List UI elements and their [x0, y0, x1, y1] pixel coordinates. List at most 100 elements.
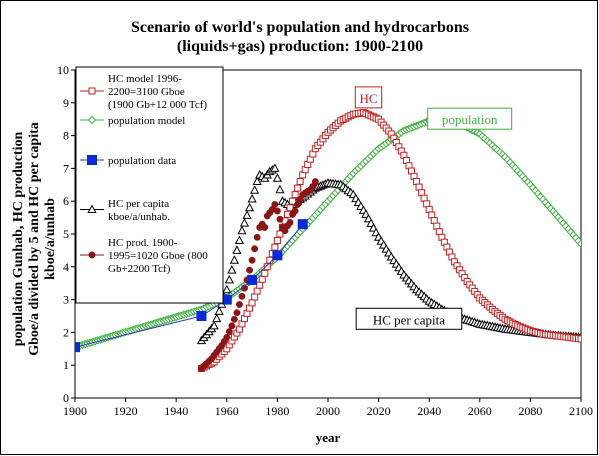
legend-item-2: population data	[80, 155, 176, 167]
data-point	[232, 245, 242, 254]
data-point	[246, 266, 254, 274]
legend-label: HC model 1996-	[108, 73, 182, 85]
x-tick-label: 1900	[63, 404, 87, 418]
series-3	[196, 163, 581, 345]
legend-box	[75, 66, 224, 304]
series-2	[75, 219, 308, 353]
data-point	[247, 274, 258, 285]
x-tick-label: 1920	[114, 404, 138, 418]
y-tick-label: 2	[63, 325, 69, 339]
y-axis-title: population Gunhab, HC production Gboe/a …	[11, 122, 58, 356]
data-point	[276, 230, 284, 238]
y-tick-label: 0	[63, 391, 69, 405]
legend-swatch-marker	[87, 115, 97, 125]
annotation-box	[427, 107, 513, 130]
legend-swatch-marker	[88, 251, 96, 259]
data-point	[248, 299, 256, 307]
data-point	[227, 265, 237, 274]
y-tick-label: 1	[63, 358, 69, 372]
annotation-label: population	[442, 112, 498, 127]
chart-title-line-2: (liquids+gas) production: 1900-2100	[177, 38, 423, 55]
x-tick-label: 1980	[265, 404, 289, 418]
data-point	[230, 315, 238, 323]
chart-title-line-1: Scenario of world's population and hydro…	[131, 19, 469, 36]
y-tick-label: 4	[63, 260, 69, 274]
y-tick-label: 9	[63, 96, 69, 110]
data-point	[244, 202, 255, 212]
data-point	[271, 243, 279, 251]
x-tick-label: 1960	[215, 404, 239, 418]
data-point	[222, 284, 232, 294]
data-point	[275, 184, 285, 194]
y-tick-label: 7	[63, 161, 69, 175]
data-point	[272, 173, 283, 182]
data-point	[286, 219, 294, 226]
annotation-label: HC per capita	[373, 312, 445, 327]
legend-swatch-marker	[87, 204, 97, 213]
data-point	[234, 235, 245, 245]
annotation-box	[354, 86, 383, 109]
data-point	[291, 207, 299, 215]
data-point	[311, 178, 319, 185]
data-point	[75, 342, 80, 353]
y-tick-label: 3	[63, 293, 69, 307]
legend-item-1: population model	[80, 115, 185, 127]
annotation-box	[355, 307, 463, 330]
data-point	[223, 333, 231, 341]
legend-label: 1995=1020 Gboe (800	[108, 250, 208, 262]
x-tick-label: 2080	[518, 404, 542, 418]
data-point	[212, 313, 222, 323]
data-point	[263, 263, 271, 271]
legend-label: (1900 Gb+12 000 Tcf)	[108, 99, 207, 111]
y-axis-title-line-2: Gboe/a divided by 5 and HC per capita	[27, 122, 42, 356]
axes: 0 1 2 3 4 5 6 7 8 9 10 1900 1920 1940 1960 1980 2000 2020…	[57, 63, 593, 418]
data-point	[272, 250, 283, 261]
x-tick-label: 2060	[468, 404, 492, 418]
data-point	[239, 218, 250, 227]
data-point	[258, 275, 266, 283]
data-point	[261, 269, 269, 277]
data-point	[256, 281, 264, 289]
legend-label: 2200=3100 Gboe	[108, 86, 185, 98]
data-point	[225, 328, 233, 336]
data-point	[237, 225, 247, 235]
x-tick-label: 2020	[367, 404, 391, 418]
data-point	[294, 184, 302, 192]
data-point	[296, 178, 304, 186]
data-point	[248, 256, 256, 264]
data-point	[297, 219, 308, 230]
legend-swatch-marker	[88, 87, 96, 95]
data-point	[291, 191, 299, 199]
legend-label: population data	[108, 155, 176, 167]
data-point	[196, 311, 207, 321]
data-point	[576, 239, 581, 249]
data-point	[273, 207, 281, 215]
data-point	[236, 301, 243, 308]
data-point	[289, 197, 297, 205]
annotations: HC population HC per capita	[354, 86, 513, 330]
x-axis-title: year	[316, 430, 341, 445]
data-point	[242, 210, 252, 219]
data-point	[249, 185, 260, 194]
series-line	[75, 223, 304, 348]
series-4	[198, 178, 319, 372]
y-axis-title-line-3: kboe/a/unhab	[43, 198, 58, 280]
data-point	[253, 233, 261, 241]
legend-label: Gb+2200 Tcf)	[108, 263, 171, 275]
data-point	[261, 223, 269, 231]
x-tick-label: 2000	[316, 404, 340, 418]
data-point	[252, 176, 262, 186]
y-tick-label: 6	[63, 194, 69, 208]
y-tick-label: 5	[63, 227, 69, 241]
x-tick-label: 2040	[417, 404, 441, 418]
annotation-label: HC	[359, 91, 377, 106]
legend-item-4: HC prod. 1900-1995=1020 Gboe (800Gb+2200…	[80, 237, 208, 275]
data-point	[221, 294, 232, 305]
legend: HC model 1996-2200=3100 Gboe(1900 Gb+12 …	[75, 66, 224, 304]
data-point	[276, 215, 284, 223]
data-point	[238, 292, 246, 300]
x-tick-label: 2100	[569, 404, 593, 418]
data-point	[273, 237, 281, 245]
